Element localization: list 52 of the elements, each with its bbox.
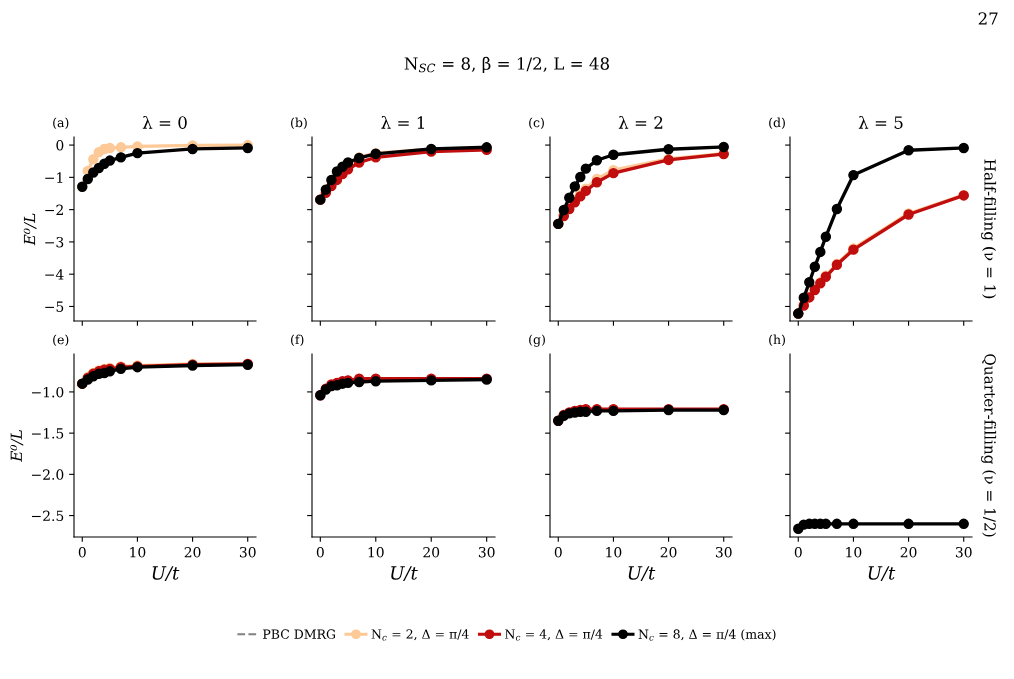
y-axis-title: E⁰/L xyxy=(10,430,24,463)
y-tick-label: −2.0 xyxy=(32,469,64,480)
text: (g) xyxy=(529,334,545,347)
legend-label: N$_{c}$ = 2, Δ = π/4 xyxy=(371,629,469,641)
y-tick-label: −2 xyxy=(45,204,63,215)
y-tick-label: −4 xyxy=(45,269,64,280)
text: N$_{SC}$ = 8, β = 1/2, L = 48 xyxy=(404,56,610,74)
x-axis-title: U/t xyxy=(152,566,180,582)
y-tick-label: 0 xyxy=(56,140,64,151)
legend-label: PBC DMRG xyxy=(263,629,335,639)
text: (d) xyxy=(769,117,785,129)
y-tick-label: −2.5 xyxy=(32,510,64,522)
x-tick-label: 0 xyxy=(78,546,86,558)
y-tick-label: −5 xyxy=(45,301,64,312)
y2-axis-title: Half-filling (ν = 1) xyxy=(981,159,997,299)
chart-title: λ = 0 xyxy=(142,115,187,129)
text: (c) xyxy=(529,117,544,129)
text: 27 xyxy=(978,12,998,25)
chart-title: λ = 2 xyxy=(618,115,663,129)
x-tick-label: 30 xyxy=(239,546,256,558)
x-tick-label: 0 xyxy=(554,546,562,558)
y-axis-title: E⁰/L xyxy=(23,213,37,246)
y-tick-label: −1.0 xyxy=(32,386,64,398)
x-tick-label: 10 xyxy=(846,546,862,558)
legend-label: N$_{c}$ = 8, Δ = π/4 (max) xyxy=(638,629,776,641)
chart-title: λ = 5 xyxy=(858,115,903,129)
y-tick-label: −1 xyxy=(45,172,63,183)
text: (e) xyxy=(53,334,69,347)
text: (b) xyxy=(291,117,307,129)
x-axis-title: U/t xyxy=(391,566,418,582)
legend-label: N$_{c}$ = 4, Δ = π/4 xyxy=(505,629,603,641)
x-tick-label: 0 xyxy=(316,546,324,558)
x-tick-label: 0 xyxy=(794,546,802,558)
x-tick-label: 30 xyxy=(478,546,495,558)
text: (a) xyxy=(53,117,69,129)
y-tick-label: −3 xyxy=(45,236,64,248)
x-tick-label: 20 xyxy=(184,546,201,558)
x-tick-label: 20 xyxy=(660,546,677,558)
text: (h) xyxy=(769,334,785,347)
x-tick-label: 10 xyxy=(606,546,622,558)
x-axis-title: U/t xyxy=(628,566,656,582)
y2-axis-title: Quarter-filling (ν = 1/2) xyxy=(981,354,997,537)
text: (f) xyxy=(291,334,304,347)
y-tick-label: −1.5 xyxy=(32,428,64,439)
x-tick-label: 30 xyxy=(715,546,732,558)
x-tick-label: 10 xyxy=(130,546,146,558)
x-axis-title: U/t xyxy=(868,566,896,582)
x-tick-label: 20 xyxy=(423,546,440,558)
chart-title: λ = 1 xyxy=(381,115,424,129)
x-tick-label: 20 xyxy=(900,546,917,558)
x-tick-label: 10 xyxy=(368,546,384,558)
x-tick-label: 30 xyxy=(955,546,972,558)
